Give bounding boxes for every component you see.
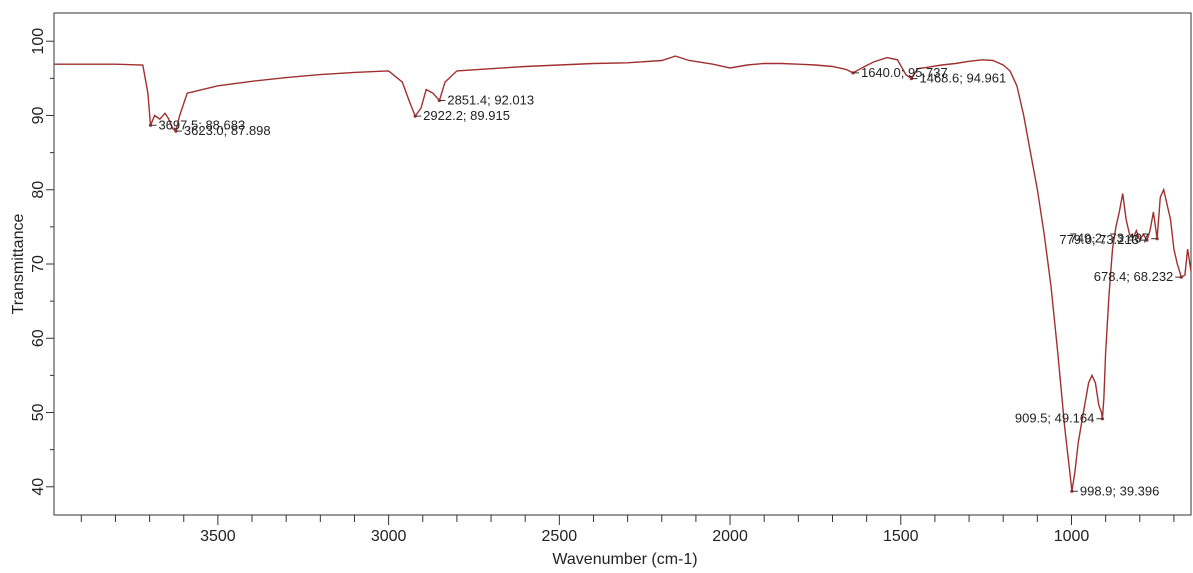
peak-label: 1640.0; 95.737 — [861, 65, 948, 80]
peak-label: 779.0; 73.213 — [1059, 232, 1139, 247]
peak-label: 1468.6; 94.961 — [919, 71, 1006, 86]
peak-annotation: 678.4; 68.232 — [1094, 269, 1183, 284]
x-tick-label: 3000 — [371, 528, 407, 545]
peak-label: 909.5; 49.164 — [1015, 411, 1095, 426]
peak-label: 3697.5; 88.683 — [158, 117, 245, 132]
y-tick-label: 80 — [30, 181, 47, 199]
peak-label: 2851.4; 92.013 — [447, 93, 534, 108]
peak-annotation: 779.0; 73.213 — [1059, 232, 1149, 247]
y-axis-ticks: 40 50 60 70 80 90 100 — [30, 28, 54, 496]
peak-annotation: 1640.0; 95.737 — [851, 65, 948, 80]
peak-label: 3623.0; 87.898 — [184, 123, 271, 138]
x-tick-label: 2000 — [712, 528, 748, 545]
peak-label: 2922.2; 89.915 — [423, 108, 510, 123]
y-tick-label: 50 — [30, 404, 47, 422]
y-tick-label: 60 — [30, 329, 47, 347]
y-tick-label: 70 — [30, 255, 47, 273]
peak-annotation: 2922.2; 89.915 — [413, 108, 510, 123]
peak-annotation: 3697.5; 88.683 — [148, 117, 245, 132]
peak-label: 678.4; 68.232 — [1094, 269, 1174, 284]
spectrum-line — [54, 55, 1192, 492]
peak-label: 998.9; 39.396 — [1080, 483, 1160, 498]
x-axis-title: Wavenumber (cm-1) — [552, 551, 697, 568]
y-tick-label: 90 — [30, 106, 47, 124]
peak-annotation: 909.5; 49.164 — [1015, 411, 1104, 426]
peak-annotation: 3623.0; 87.898 — [174, 123, 271, 138]
peak-annotation: 2851.4; 92.013 — [437, 93, 534, 108]
peak-annotation: 998.9; 39.396 — [1070, 483, 1159, 498]
x-axis-ticks: 3500 3000 2500 2000 1500 1000 — [80, 515, 1175, 545]
y-tick-label: 40 — [30, 478, 47, 496]
x-tick-label: 2500 — [542, 528, 578, 545]
y-axis-title: Transmittance — [10, 214, 27, 315]
peak-label: 749.2; 73.407 — [1070, 231, 1150, 246]
plot-frame — [53, 12, 1192, 516]
peak-annotation: 749.2; 73.407 — [1070, 231, 1159, 246]
peak-annotation: 1468.6; 94.961 — [909, 71, 1006, 86]
y-tick-label: 100 — [30, 28, 47, 55]
x-tick-label: 1000 — [1054, 528, 1090, 545]
x-tick-label: 3500 — [200, 528, 236, 545]
x-tick-label: 1500 — [883, 528, 919, 545]
